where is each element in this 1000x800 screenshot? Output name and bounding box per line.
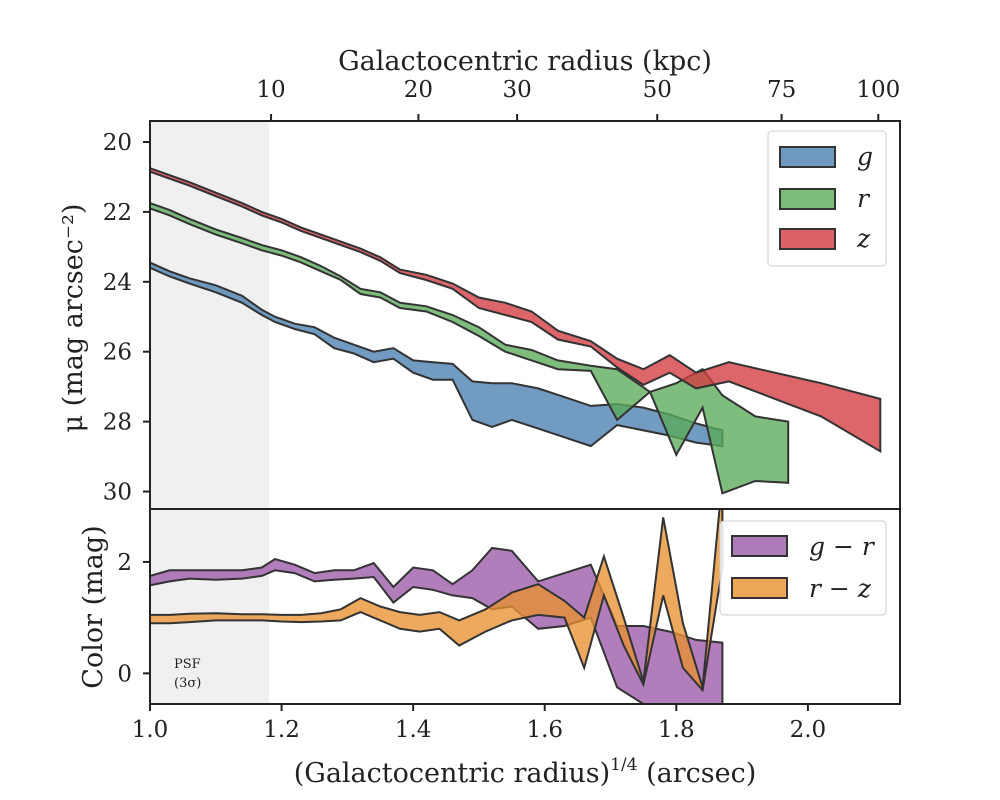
band-g-r (150, 546, 724, 704)
x-tick-label: 1.2 (263, 717, 300, 743)
y-tick-label: 26 (103, 340, 132, 366)
band-r (150, 202, 790, 495)
top-y-axis-label: μ (mag arcsec⁻²) (58, 204, 89, 433)
legend-swatch-r-z (731, 577, 788, 599)
psf-sigma-label: (3σ) (174, 676, 201, 691)
x-tick-label: 1.0 (132, 717, 169, 743)
x-tick-label: 1.4 (395, 717, 432, 743)
top-x-axis-label: Galactocentric radius (kpc) (338, 46, 712, 77)
legend-label-r: r (857, 184, 871, 213)
top-x-tick-label: 30 (502, 77, 531, 103)
legend-swatch-g (779, 146, 836, 168)
psf-region-top (150, 121, 269, 509)
legend-label-g: g (857, 142, 873, 171)
top-x-tick-label: 20 (404, 77, 433, 103)
psf-region-bottom (150, 509, 269, 704)
band-z (150, 167, 882, 454)
x-tick-label: 2.0 (790, 717, 827, 743)
sb-bands (150, 167, 882, 495)
y-tick-label: 30 (103, 480, 132, 506)
top-x-tick-label: 10 (256, 77, 285, 103)
color-legend: g − r r − z (719, 520, 887, 616)
x-label-main: (Galactocentric radius) (294, 758, 610, 789)
legend-label-r-z: r − z (809, 574, 872, 603)
x-tick-label: 1.6 (526, 717, 563, 743)
legend-label-g-r: g − r (809, 532, 876, 561)
y-tick-label: 24 (103, 270, 132, 296)
top-x-tick-label: 50 (643, 77, 672, 103)
y-tick-label: 22 (103, 200, 132, 226)
bottom-y-axis-label: Color (mag) (78, 525, 109, 688)
color-y-tick-label: 2 (117, 550, 132, 576)
tick-group: 1.0 1.2 1.4 1.6 1.8 2.010 20 30 50 75 100202224262… (103, 77, 901, 743)
bottom-panel-frame (149, 508, 901, 705)
top-x-tick-label: 100 (856, 77, 900, 103)
color-y-tick-label: 0 (117, 661, 132, 687)
x-label-units: (arcsec) (638, 758, 757, 789)
bottom-x-axis-label: (Galactocentric radius)1/4 (arcsec) (294, 755, 757, 789)
psf-label: PSF (174, 657, 201, 672)
legend-label-z: z (856, 224, 871, 253)
legend-swatch-r (779, 188, 836, 210)
top-x-tick-label: 75 (767, 77, 796, 103)
sb-legend: g r z (767, 130, 887, 267)
x-tick-label: 1.8 (658, 717, 695, 743)
y-tick-label: 28 (103, 410, 132, 436)
legend-swatch-z (779, 228, 836, 250)
x-label-superscript: 1/4 (610, 755, 637, 775)
legend-swatch-g-r (731, 535, 788, 557)
y-tick-label: 20 (103, 130, 132, 156)
